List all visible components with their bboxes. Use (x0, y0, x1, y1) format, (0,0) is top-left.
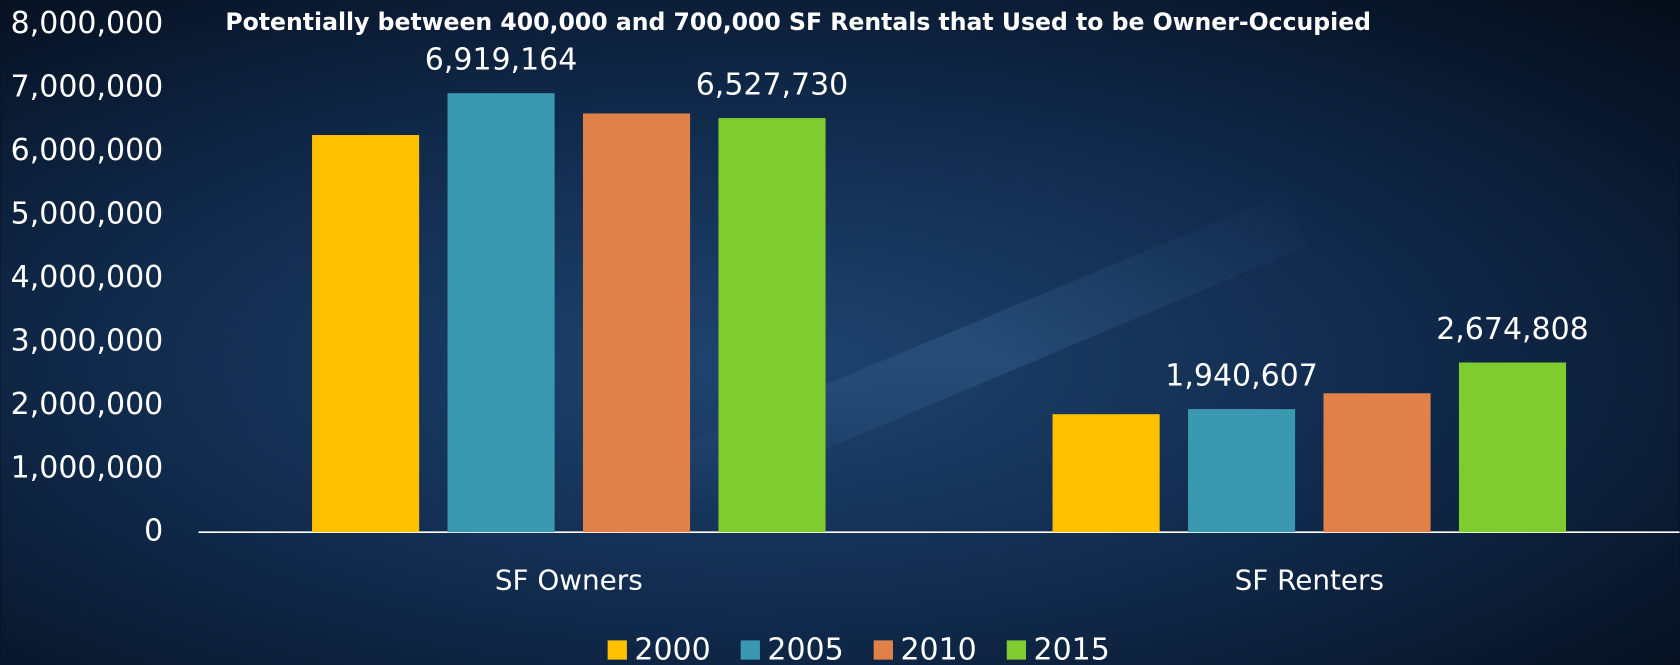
legend-swatch (740, 640, 760, 660)
bar (1458, 362, 1567, 533)
y-tick-label: 7,000,000 (11, 70, 164, 105)
legend-label: 2015 (1034, 633, 1110, 665)
data-label: 2,674,808 (1436, 312, 1589, 347)
y-tick-label: 1,000,000 (11, 450, 164, 485)
bar (1052, 414, 1160, 533)
legend-label: 2000 (634, 633, 710, 665)
bar (582, 113, 691, 533)
y-tick-label: 0 (144, 514, 163, 549)
y-tick-label: 2,000,000 (11, 387, 164, 422)
legend-label: 2010 (900, 633, 976, 665)
y-tick-label: 3,000,000 (11, 323, 164, 358)
data-label: 6,527,730 (696, 67, 849, 102)
legend-label: 2005 (767, 633, 843, 665)
y-tick-label: 4,000,000 (11, 260, 164, 295)
bar (447, 93, 555, 533)
bar (1188, 409, 1296, 533)
legend-swatch (1006, 640, 1027, 660)
x-tick-label: SF Owners (495, 563, 643, 596)
y-tick-label: 6,000,000 (11, 133, 164, 168)
data-label: 6,919,164 (425, 43, 578, 78)
legend-swatch (873, 640, 893, 660)
bar (718, 118, 826, 533)
data-label: 1,940,607 (1165, 358, 1318, 393)
bar (312, 135, 420, 533)
legend-swatch (607, 640, 627, 660)
y-tick-label: 8,000,000 (11, 6, 164, 41)
bar (1323, 393, 1431, 533)
y-tick-label: 5,000,000 (11, 196, 164, 231)
x-tick-label: SF Renters (1235, 563, 1384, 596)
chart-title: Potentially between 400,000 and 700,000 … (225, 8, 1371, 36)
